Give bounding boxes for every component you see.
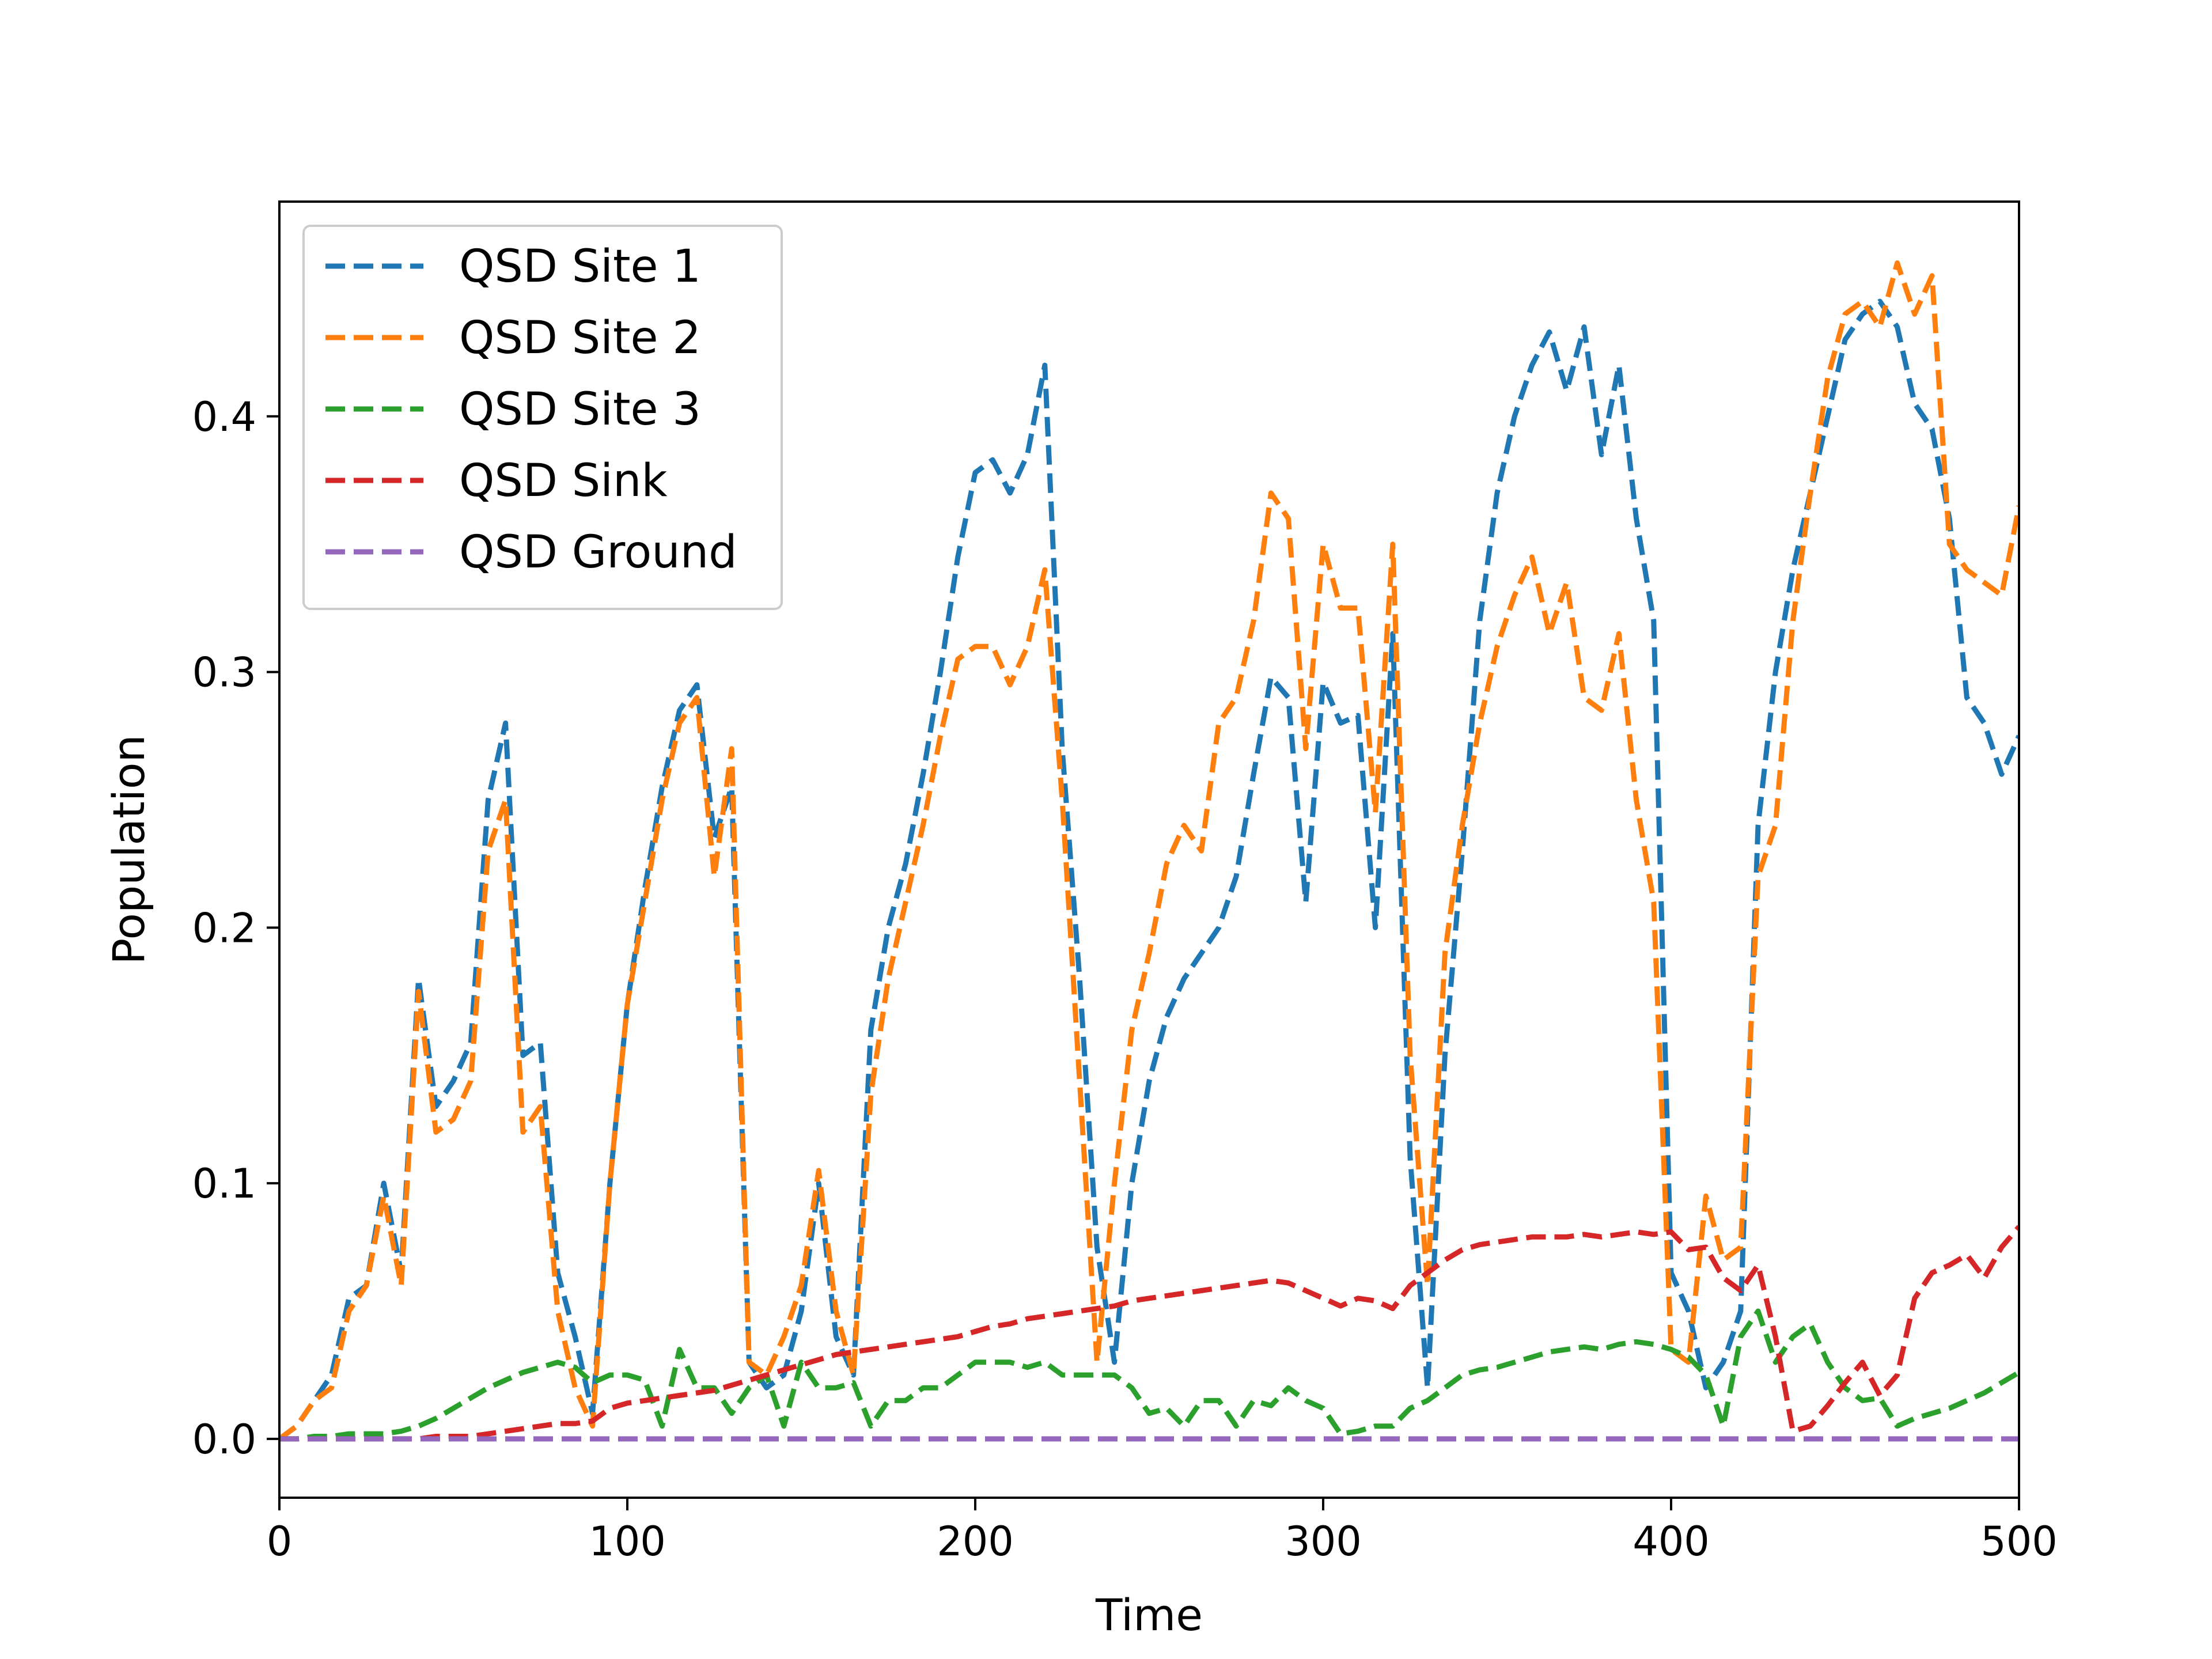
x-tick-label: 500 [1980, 1518, 2058, 1565]
x-axis-label: Time [1095, 1589, 1203, 1641]
legend: QSD Site 1 QSD Site 2 QSD Site 3 QSD Sink QS… [302, 225, 783, 610]
ticks-layer: 0 100 200 300 400 500 0.0 0.1 0.2 0.3 0.4 [192, 393, 2058, 1565]
y-tick-label: 0.1 [192, 1160, 256, 1207]
y-tick-label: 0.2 [192, 904, 256, 952]
x-tick-label: 300 [1285, 1518, 1362, 1565]
y-tick-label: 0.0 [192, 1416, 256, 1463]
x-tick-label: 100 [589, 1518, 666, 1565]
legend-label: QSD Site 3 [459, 384, 701, 435]
x-tick-label: 400 [1633, 1518, 1710, 1565]
legend-label: QSD Sink [459, 455, 668, 507]
legend-label: QSD Site 1 [459, 241, 701, 293]
plot-frame [278, 200, 2020, 1499]
legend-box [302, 225, 783, 610]
series-line-4 [279, 1225, 2019, 1442]
x-tick-label: 200 [937, 1518, 1014, 1565]
legend-label: QSD Ground [459, 527, 737, 578]
series-line-3 [279, 1308, 2019, 1442]
series-line-2 [279, 260, 2019, 1441]
legend-label: QSD Site 2 [459, 312, 701, 364]
y-tick-label: 0.4 [192, 393, 256, 441]
y-axis-label: Population [103, 734, 154, 964]
series-line-1 [279, 298, 2019, 1441]
y-tick-label: 0.3 [192, 649, 256, 696]
x-tick-label: 0 [267, 1518, 293, 1565]
series-layer [279, 260, 2019, 1442]
